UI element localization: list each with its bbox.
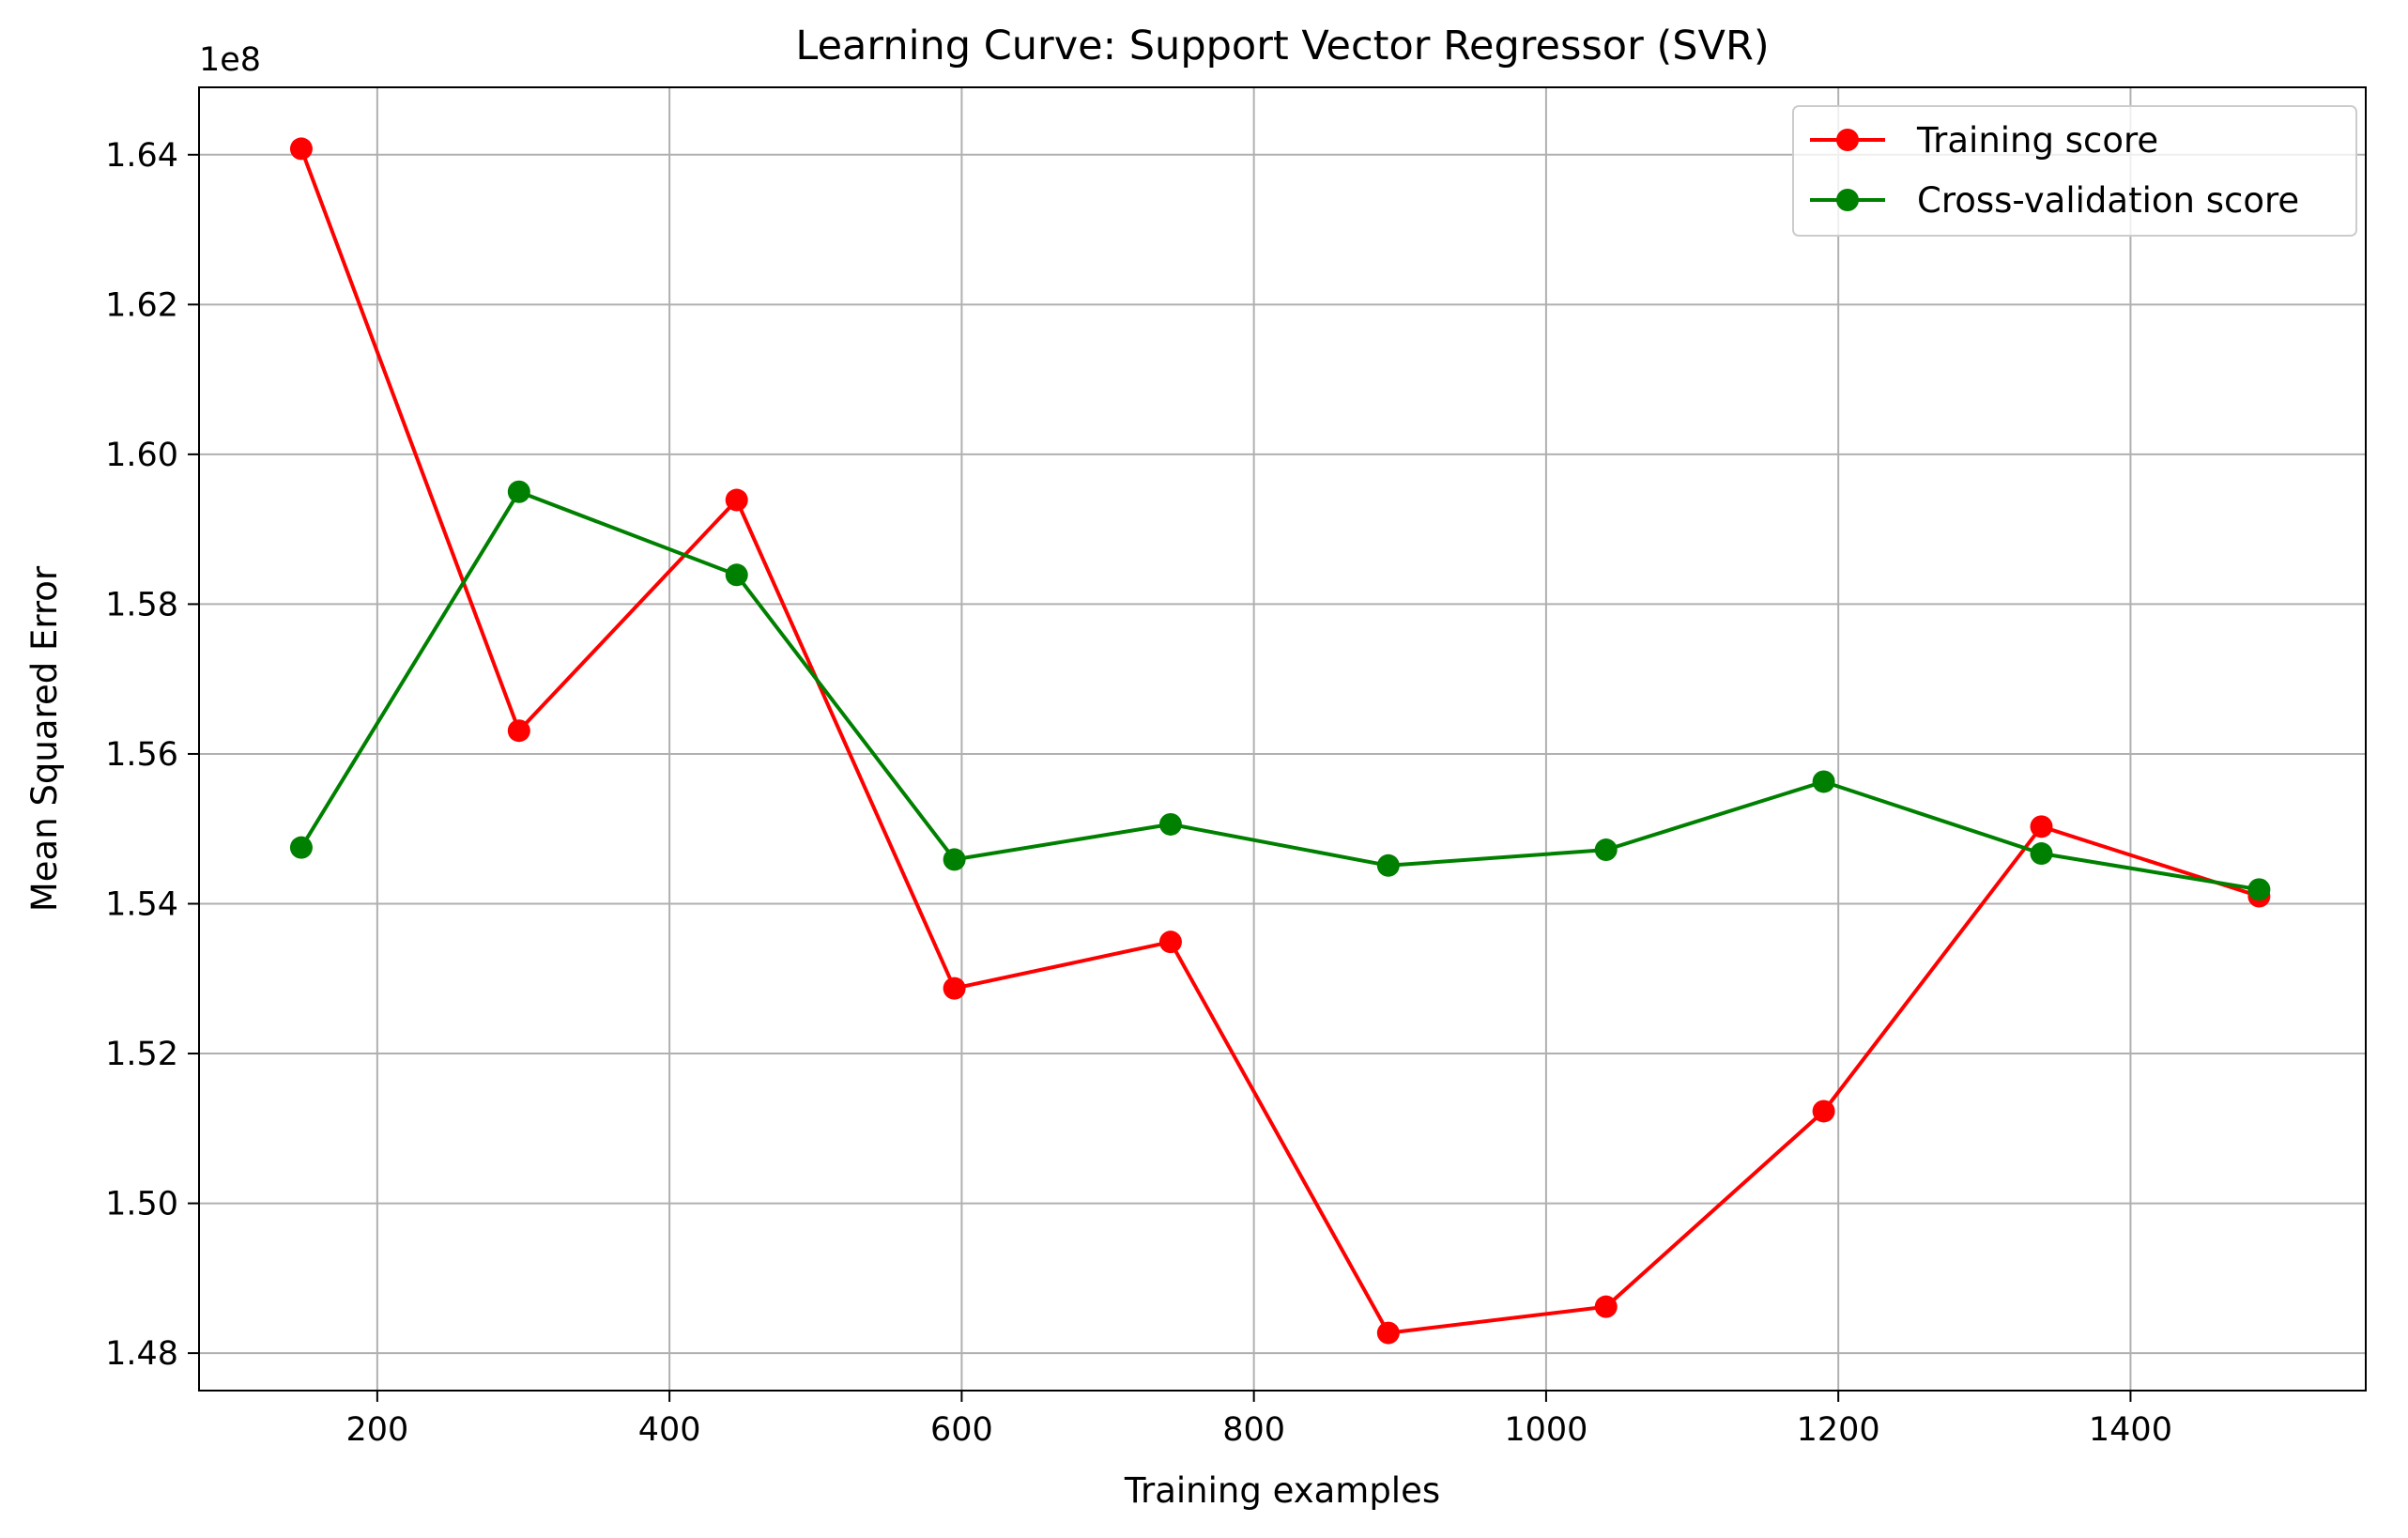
x-tick-label: 400 (638, 1411, 701, 1449)
data-point (289, 137, 313, 161)
y-tick-label: 1.56 (105, 736, 178, 774)
y-tick-label: 1.52 (105, 1036, 178, 1073)
y-tick-label: 1.50 (105, 1186, 178, 1223)
data-point (1376, 854, 1400, 877)
x-tick-label: 200 (345, 1411, 408, 1449)
series-training-score (289, 137, 2271, 1345)
x-axis-label: Training examples (1124, 1470, 1440, 1511)
data-point (1376, 1321, 1400, 1345)
legend-label: Training score (1916, 120, 2158, 161)
legend-marker (1836, 129, 1859, 151)
series-line (299, 489, 2260, 892)
series-layer (289, 137, 2271, 1345)
legend-box (1792, 105, 2357, 237)
data-point (2030, 815, 2053, 838)
data-point (943, 848, 966, 871)
x-tick-label: 1400 (2089, 1411, 2172, 1449)
series-line (299, 147, 2261, 1335)
data-point (289, 836, 313, 859)
x-tick-label: 600 (930, 1411, 993, 1449)
data-point (1158, 930, 1182, 954)
y-tick-label: 1.62 (105, 286, 178, 324)
data-point (1594, 1295, 1618, 1318)
data-point (943, 977, 966, 1000)
y-tick-label: 1.64 (105, 137, 178, 175)
grid (199, 87, 2366, 1391)
data-point (1812, 1100, 1835, 1123)
x-tick-label: 1200 (1797, 1411, 1880, 1449)
y-tick-label: 1.60 (105, 437, 178, 474)
data-point (2030, 842, 2053, 866)
y-tick-label: 1.48 (105, 1335, 178, 1373)
plot-frame (198, 86, 2367, 1392)
data-point (1594, 838, 1618, 862)
y-axis-label: Mean Squared Error (24, 565, 65, 912)
y-tick-label: 1.58 (105, 586, 178, 623)
data-point (1158, 812, 1182, 836)
data-point (725, 563, 748, 587)
chart-title: Learning Curve: Support Vector Regressor… (795, 23, 1769, 69)
legend: Training score Cross-validation score (1792, 105, 2357, 237)
x-tick-label: 1000 (1504, 1411, 1587, 1449)
legend-label: Cross-validation score (1917, 180, 2299, 221)
x-axis: 200 400 600 800 1000 1200 1400 (345, 1391, 2172, 1449)
legend-entry: Training score (1810, 120, 2158, 161)
data-point (507, 480, 530, 503)
y-offset-label: 1e8 (199, 41, 261, 79)
y-tick-label: 1.54 (105, 885, 178, 923)
x-tick-label: 800 (1222, 1411, 1285, 1449)
legend-marker (1836, 189, 1859, 211)
y-axis: 1.48 1.50 1.52 1.54 1.56 1.58 1.60 1.62 1.64 (105, 137, 199, 1373)
data-point (725, 488, 748, 512)
legend-entry: Cross-validation score (1810, 180, 2299, 221)
data-point (2247, 878, 2271, 901)
data-point (1812, 770, 1835, 793)
series-cross-validation-score (289, 480, 2271, 901)
data-point (507, 719, 530, 743)
